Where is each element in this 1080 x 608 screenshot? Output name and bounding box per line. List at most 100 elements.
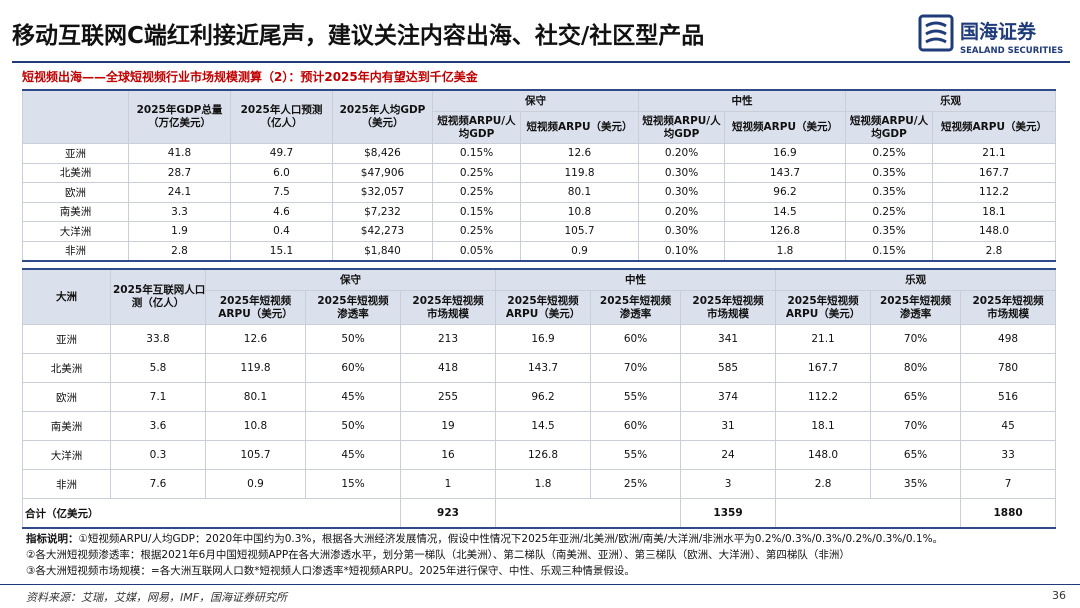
- cell: 213: [399, 324, 497, 354]
- logo-cn: 国海证券: [960, 20, 1037, 43]
- header-line: 短视频ARPU（美元）: [941, 121, 1047, 133]
- header-line: 2025年短视频: [879, 294, 952, 307]
- logo-icon: [918, 14, 954, 52]
- data-row: 欧洲 7.1 80.1 45% 255 96.2 55% 374 112.2 65% 516: [22, 382, 1057, 412]
- cell: 516: [960, 382, 1057, 412]
- data-row: 南美洲 3.6 10.8 50% 19 14.5 60% 31 18.1 70% 45: [22, 411, 1057, 441]
- cell: $8,426: [332, 143, 433, 164]
- note-line: ②各大洲短视频渗透率：根据2021年6月中国短视频APP在各大洲渗透水平，划分第…: [26, 547, 850, 562]
- cell: 大洋洲: [22, 221, 129, 242]
- subheader-cell: 2025年短视频 ARPU（美元）: [775, 290, 872, 325]
- data-row: 非洲 2.8 15.1 $1,840 0.05% 0.9 0.10% 1.8 0.15% 2.8: [22, 240, 1056, 262]
- data-row: 非洲 7.6 0.9 15% 1 1.8 25% 3 2.8 35% 7: [22, 469, 1057, 499]
- table-gdp: 2025年GDP总量 （万亿美元） 2025年人口预测 （亿人） 2025年人均GDP （…: [22, 89, 1056, 262]
- header-line: 市场规模: [707, 307, 750, 320]
- subheader-cell: 2025年短视频 ARPU（美元）: [495, 290, 592, 325]
- note-line: ③各大洲短视频市场规模：=各大洲互联网人口数*短视频人口渗透率*短视频ARPU。…: [26, 563, 635, 578]
- header-line: 均GDP: [663, 127, 700, 140]
- table-market: 大洲 2025年互联网人口预 测（亿人） 保守 中性 乐观 2025年短视频 ARPU（美元）…: [22, 268, 1057, 529]
- data-row: 亚洲 41.8 49.7 $8,426 0.15% 12.6 0.20% 16.9 0.25% 2…: [22, 143, 1056, 164]
- cell: 12.6: [205, 324, 306, 354]
- group-header: 中性: [495, 268, 777, 291]
- cell: 欧洲: [22, 182, 129, 203]
- cell: [495, 498, 682, 529]
- header-row: 短视频ARPU/人 均GDP 短视频ARPU（美元） 短视频ARPU/人 均GDP 短视频…: [23, 111, 1056, 144]
- cell: 143.7: [495, 353, 592, 383]
- source: 资料来源：艾瑞，艾媒，网易，IMF，国海证券研究所: [26, 591, 288, 604]
- cell: 北美洲: [22, 353, 111, 383]
- cell: 0.3: [110, 440, 206, 470]
- header-line: 短视频ARPU（美元）: [732, 121, 838, 133]
- cell: 80.1: [205, 382, 306, 412]
- cell: 0.25%: [845, 201, 933, 222]
- cell: 0.25%: [432, 182, 521, 203]
- footer-rule: [0, 584, 1080, 585]
- header-line: 2025年短视频: [219, 294, 292, 307]
- cell: 60%: [305, 353, 401, 383]
- header-line: 渗透率: [899, 307, 932, 320]
- header-line: 2025年短视频: [317, 294, 389, 307]
- note-lead: 指标说明：: [26, 533, 79, 545]
- cell: 2.8: [128, 240, 231, 262]
- cell: 非洲: [22, 240, 129, 262]
- cell: 119.8: [520, 162, 639, 183]
- cell: 12.6: [520, 143, 639, 164]
- group-header: 乐观: [775, 268, 1057, 291]
- header-line: （美元）: [361, 117, 404, 129]
- cell: 0.30%: [638, 162, 725, 183]
- cell: 0.25%: [845, 143, 933, 164]
- cell: 31: [680, 411, 777, 441]
- subheader-cell: 短视频ARPU/人 均GDP: [638, 111, 725, 144]
- cell: $47,906: [332, 162, 433, 183]
- cell: 498: [960, 324, 1057, 354]
- header-line: 均GDP: [871, 127, 907, 140]
- cell: 0.4: [230, 221, 333, 242]
- header-rule: [12, 61, 1070, 63]
- cell: 21.1: [932, 143, 1056, 164]
- header-line: 短视频ARPU/人: [642, 114, 721, 127]
- cell: 0.15%: [432, 143, 521, 164]
- cell: 3.3: [128, 201, 231, 222]
- cell: 16.9: [495, 324, 592, 354]
- data-row: 大洋洲 1.9 0.4 $42,273 0.25% 105.7 0.30% 126.8 0.35…: [22, 221, 1056, 242]
- cell: $1,840: [332, 240, 433, 262]
- cell: 0.15%: [845, 240, 933, 262]
- data-row: 北美洲 28.7 6.0 $47,906 0.25% 119.8 0.30% 143.7 0.3…: [22, 162, 1056, 183]
- cell: 70%: [870, 411, 962, 441]
- subheader-cell: 2025年短视频 市场规模: [399, 290, 497, 325]
- cell: 0.30%: [638, 182, 725, 203]
- subheader-cell: 2025年短视频 渗透率: [305, 290, 401, 325]
- cell: 60%: [590, 324, 682, 354]
- header-cell: 2025年互联网人口预 测（亿人）: [110, 268, 206, 325]
- cell: 28.7: [128, 162, 231, 183]
- header-line: 2025年短视频: [507, 294, 579, 307]
- header-row: 大洲 2025年互联网人口预 测（亿人） 保守 中性 乐观: [22, 268, 1057, 325]
- cell: 14.5: [724, 201, 846, 222]
- header-line: ARPU（美元）: [218, 307, 293, 320]
- header-cell: 大洲: [22, 268, 111, 325]
- cell: 255: [399, 382, 497, 412]
- subheader-cell: 2025年短视频 市场规模: [960, 290, 1057, 325]
- subheader-cell: 2025年短视频 ARPU（美元）: [205, 290, 306, 325]
- header-line: 2025年GDP总量: [136, 104, 223, 116]
- header-line: 2025年人口预测: [240, 104, 323, 116]
- cell: 167.7: [775, 353, 872, 383]
- header-line: 短视频ARPU/人: [437, 114, 516, 127]
- cell: 105.7: [520, 221, 639, 242]
- cell: 341: [680, 324, 777, 354]
- cell: 0.35%: [845, 221, 933, 242]
- cell: 374: [680, 382, 777, 412]
- subheader-cell: 短视频ARPU/人 均GDP: [845, 111, 933, 144]
- cell: 3: [680, 469, 777, 499]
- cell: 70%: [590, 353, 682, 383]
- cell: 欧洲: [22, 382, 111, 412]
- cell: 418: [399, 353, 497, 383]
- group-header: 保守: [204, 268, 497, 291]
- cell: 45%: [305, 440, 401, 470]
- cell: 50%: [305, 324, 401, 354]
- total-label: 合计（亿美元）: [22, 498, 401, 529]
- total-value: 923: [399, 498, 497, 529]
- cell: 7.5: [230, 182, 333, 203]
- group-header: 中性: [638, 89, 846, 112]
- cell: 18.1: [775, 411, 872, 441]
